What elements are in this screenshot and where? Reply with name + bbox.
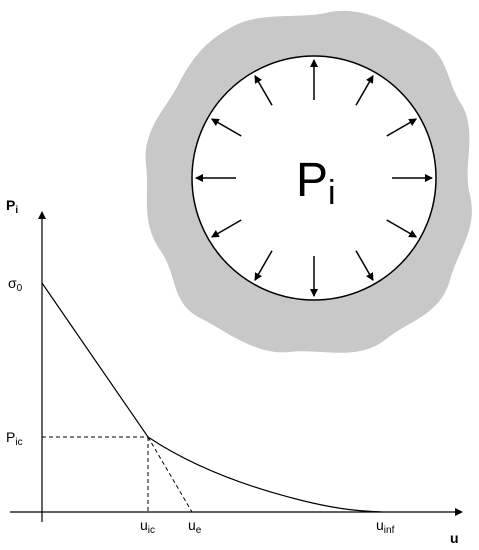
marker-main: σ <box>8 275 17 291</box>
circle-label-main: P <box>296 154 328 207</box>
pressure-arrow <box>254 74 273 106</box>
marker-sub: inf <box>384 525 395 536</box>
marker-main: u <box>376 517 384 533</box>
marker-sub: 0 <box>17 283 23 294</box>
pressure-arrow <box>355 250 374 282</box>
dashed-tangent <box>147 436 193 513</box>
marker-sub: ic <box>15 437 22 448</box>
pressure-arrow <box>386 219 418 238</box>
marker-main: u <box>140 517 148 533</box>
marker-label: σ0 <box>8 275 23 294</box>
circle-label: Pi <box>296 154 336 212</box>
y-label-main: P <box>6 197 15 213</box>
pressure-arrow <box>210 118 242 137</box>
reaction-curve <box>41 282 383 513</box>
marker-label: uinf <box>376 517 395 536</box>
marker-sub: e <box>196 525 202 536</box>
tunnel <box>191 55 437 301</box>
marker-sub: ic <box>148 525 155 536</box>
marker-label: Pic <box>6 429 23 448</box>
pressure-arrow <box>210 219 242 238</box>
y-label-sub: i <box>15 205 18 216</box>
pressure-arrow <box>386 118 418 137</box>
marker-main: P <box>6 429 15 445</box>
pressure-arrow <box>355 74 374 106</box>
marker-main: u <box>188 517 196 533</box>
marker-label: ue <box>188 517 202 536</box>
y-axis-label: Pi <box>6 197 18 216</box>
pressure-arrow <box>254 250 273 282</box>
pressure-arrows <box>195 59 433 297</box>
circle-label-sub: i <box>328 174 336 212</box>
x-axis-label: u <box>450 530 459 546</box>
marker-label: uic <box>140 517 155 536</box>
